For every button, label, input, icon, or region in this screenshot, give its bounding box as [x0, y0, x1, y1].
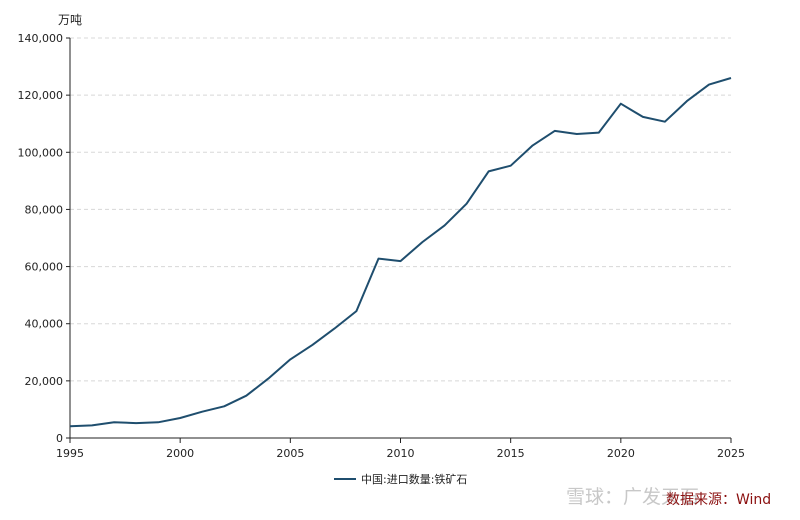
x-tick-label: 2015 [497, 447, 525, 460]
y-tick-label: 120,000 [18, 89, 64, 102]
legend: 中国:进口数量:铁矿石 [334, 473, 467, 486]
y-tick-label: 40,000 [25, 318, 64, 331]
y-axis-unit-label: 万吨 [58, 13, 82, 27]
x-tick-label: 2005 [276, 447, 304, 460]
x-axis-ticks: 1995 2000 2005 2010 2015 2020 2025 [56, 438, 745, 460]
y-tick-label: 0 [56, 432, 63, 445]
y-tick-label: 100,000 [18, 146, 64, 159]
source-note: 数据来源：Wind [666, 492, 772, 508]
x-tick-label: 1995 [56, 447, 84, 460]
watermark-text: 雪球：广发天石 [566, 486, 700, 508]
series-line [69, 77, 732, 428]
axes [69, 38, 731, 439]
y-tick-label: 80,000 [25, 203, 64, 216]
x-tick-label: 2000 [166, 447, 194, 460]
x-tick-label: 2010 [387, 447, 415, 460]
gridlines [70, 37, 731, 382]
x-tick-label: 2025 [717, 447, 745, 460]
y-tick-label: 140,000 [18, 32, 64, 45]
legend-label: 中国:进口数量:铁矿石 [361, 473, 467, 486]
y-tick-label: 60,000 [25, 261, 64, 274]
x-tick-label: 2020 [607, 447, 635, 460]
series-lines [69, 77, 732, 428]
y-axis-ticks: 0 20,000 40,000 60,000 80,000 100,000 120,000 1… [18, 32, 70, 445]
y-tick-label: 20,000 [25, 375, 64, 388]
